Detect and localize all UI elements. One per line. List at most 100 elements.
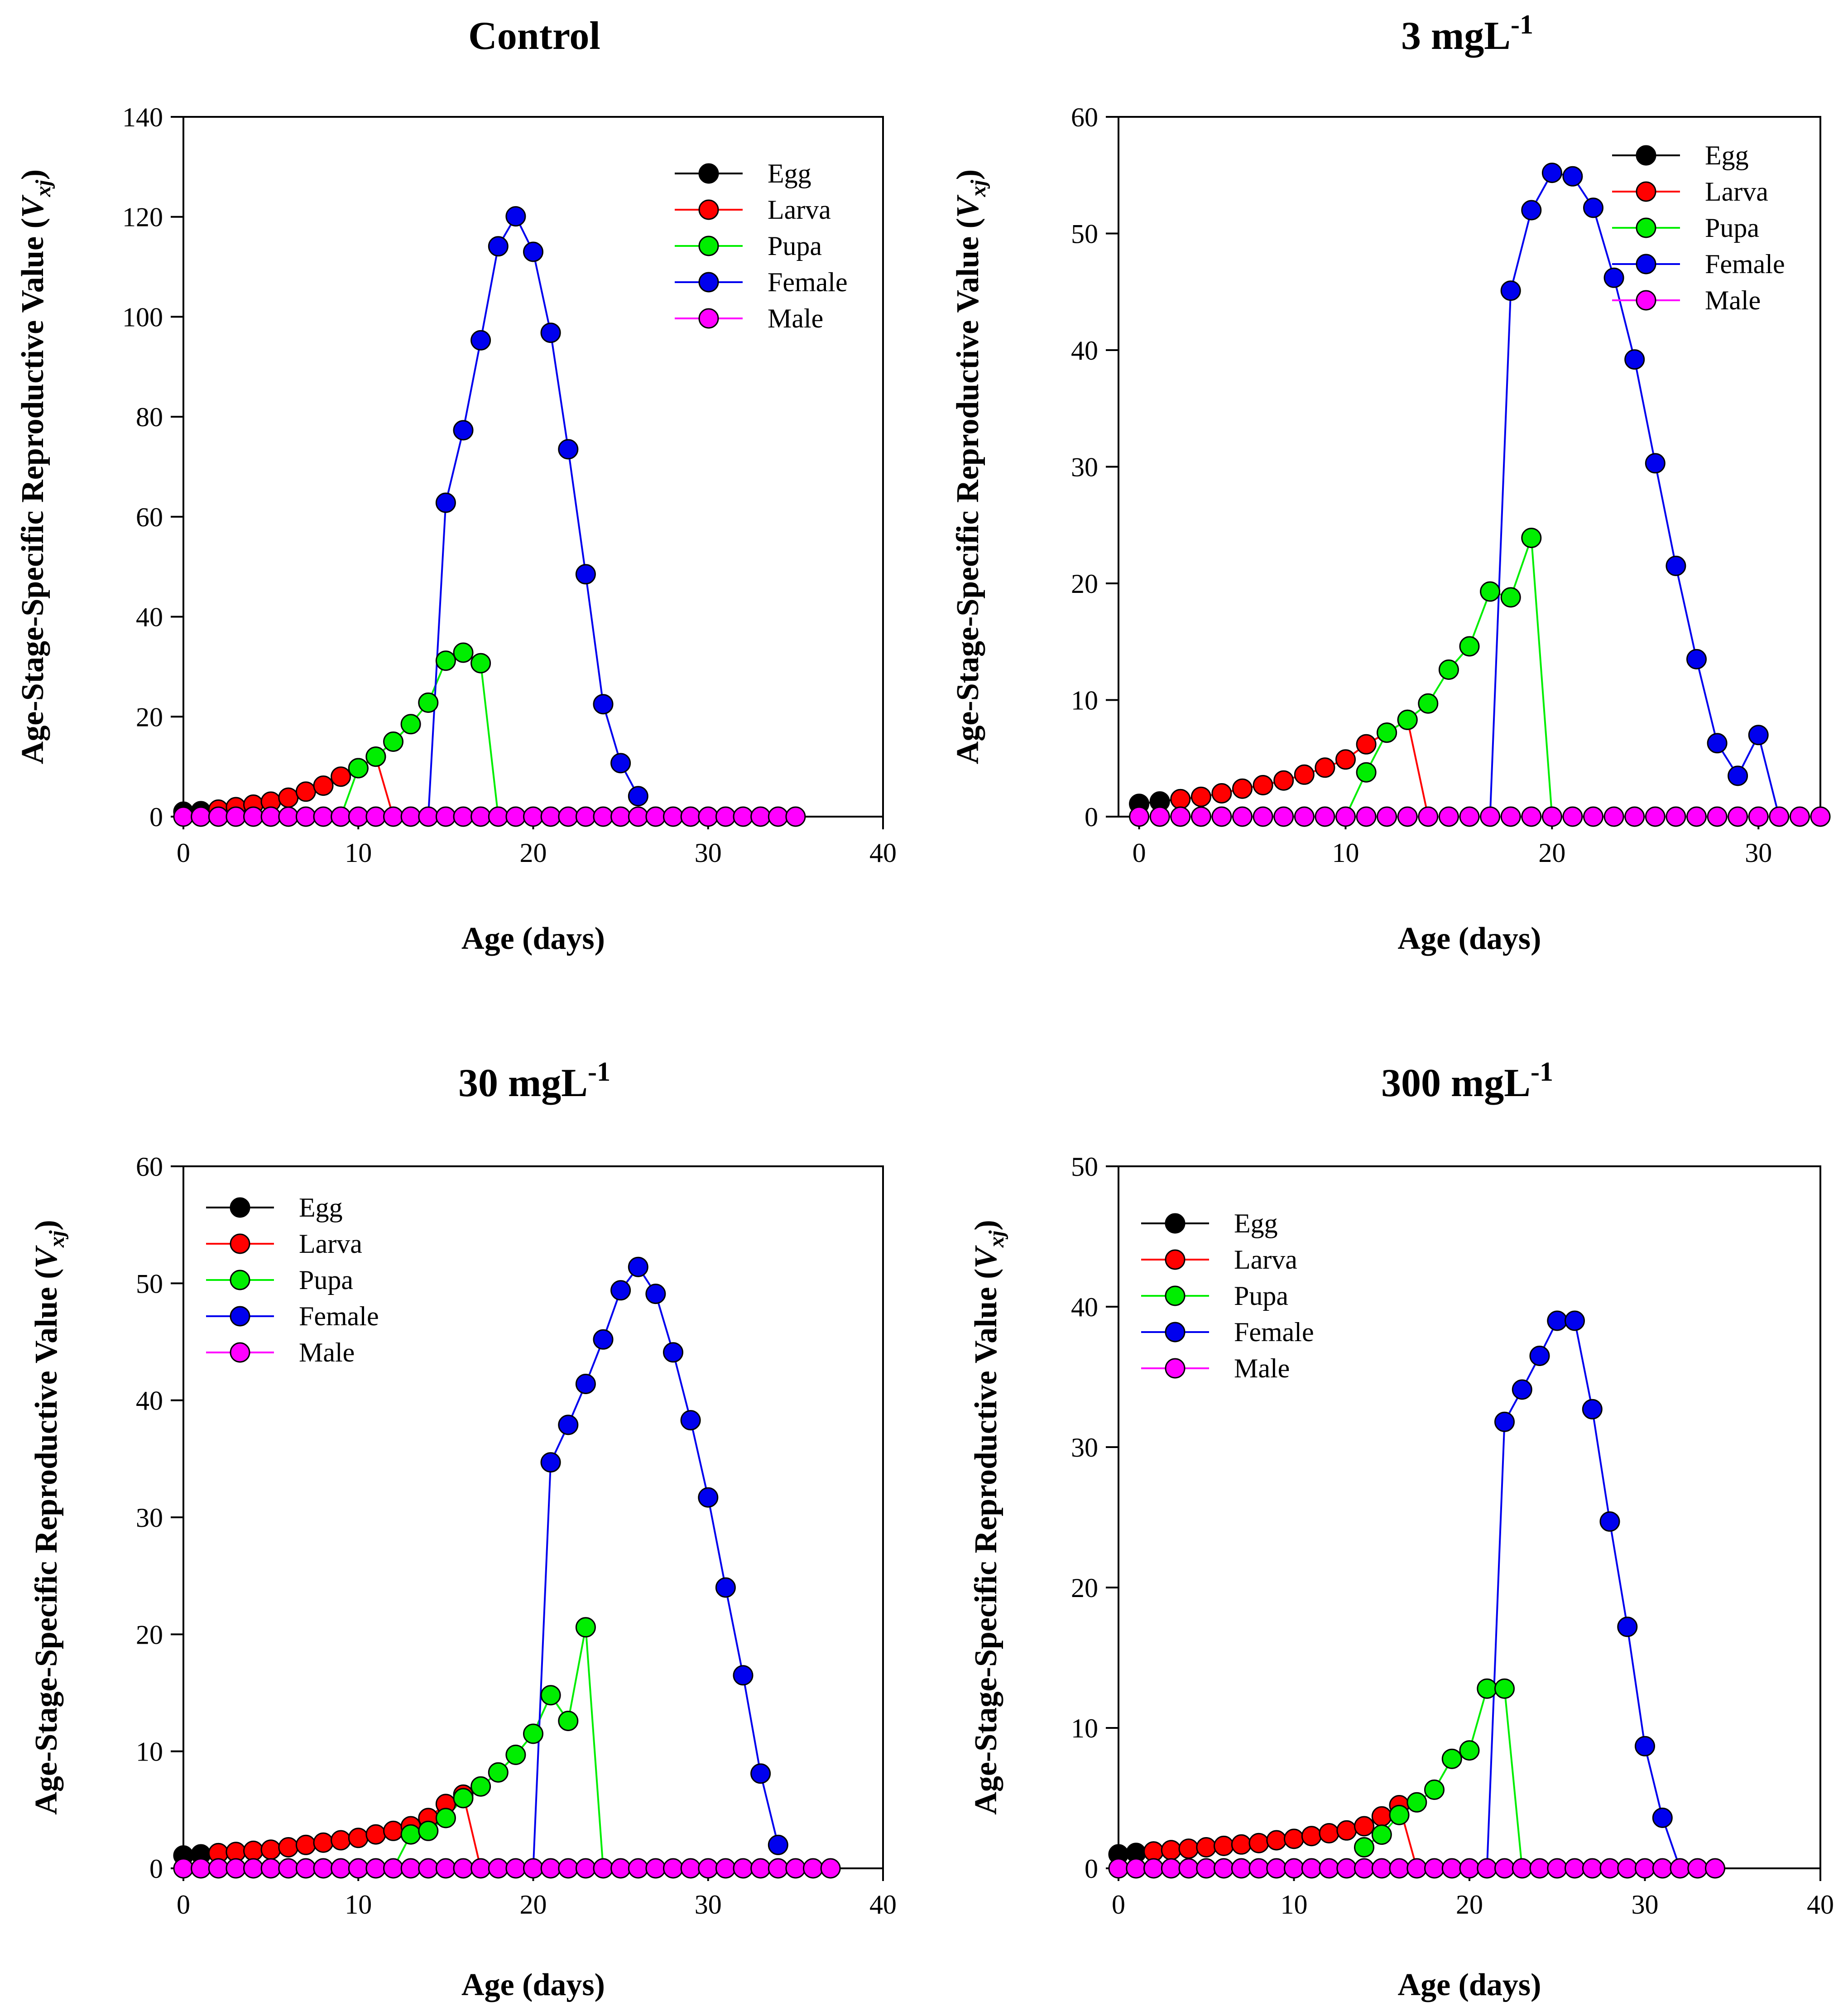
data-point-pupa <box>1356 762 1377 783</box>
data-point-pupa <box>575 1617 596 1638</box>
data-point-male <box>803 1858 823 1879</box>
data-point-female <box>750 1763 771 1784</box>
data-point-male <box>331 1858 351 1879</box>
data-point-larva <box>383 1820 403 1841</box>
data-point-male <box>1284 1858 1304 1879</box>
legend-marker-larva <box>698 199 719 220</box>
data-point-pupa <box>365 746 386 767</box>
y-tick-label: 10 <box>1071 1713 1098 1743</box>
series-line-pupa <box>340 651 499 817</box>
data-point-female <box>488 236 509 257</box>
y-tick-label: 20 <box>1071 569 1098 599</box>
panel-title: 30 mgL-1 <box>458 1057 610 1105</box>
data-point-male <box>1319 1858 1339 1879</box>
y-tick-label: 50 <box>1071 1152 1098 1182</box>
data-point-larva <box>1294 764 1315 785</box>
data-point-male <box>418 1858 439 1879</box>
data-point-female <box>523 241 543 262</box>
y-axis-label-subscript: xj <box>984 1230 1008 1248</box>
legend-label-male: Male <box>768 303 823 333</box>
data-point-larva <box>1336 1820 1357 1841</box>
y-tick-label: 40 <box>136 1386 163 1416</box>
y-tick-label: 0 <box>1085 802 1098 832</box>
data-point-male <box>1336 1858 1357 1879</box>
data-point-male <box>1354 1858 1374 1879</box>
data-point-larva <box>278 787 299 808</box>
data-point-female <box>698 1487 719 1508</box>
data-point-male <box>488 1858 509 1879</box>
data-point-larva <box>1335 749 1356 770</box>
y-tick-label: 60 <box>136 1152 163 1182</box>
data-point-larva <box>1161 1840 1181 1861</box>
data-point-male <box>331 806 351 827</box>
data-point-male <box>505 806 526 827</box>
data-point-larva <box>1354 1816 1374 1837</box>
data-point-male <box>470 1858 491 1879</box>
legend-label-pupa: Pupa <box>768 231 822 261</box>
data-point-pupa <box>435 1808 456 1828</box>
data-point-female <box>680 1410 701 1431</box>
data-point-male <box>1521 806 1542 827</box>
data-point-larva <box>313 1832 334 1853</box>
y-tick-label: 30 <box>136 1503 163 1533</box>
data-point-female <box>768 1834 788 1855</box>
legend-marker-larva <box>1636 181 1656 202</box>
data-point-larva <box>1178 1838 1199 1859</box>
legend-marker-pupa <box>698 236 719 256</box>
data-point-male <box>191 1858 211 1879</box>
data-point-pupa <box>558 1711 579 1731</box>
data-point-male <box>1728 806 1748 827</box>
data-point-male <box>1232 806 1253 827</box>
legend-label-female: Female <box>1705 249 1785 279</box>
data-point-male <box>1377 806 1397 827</box>
data-point-male <box>785 806 806 827</box>
y-axis-label-prefix: Age-Stage-Specific Reproductive Value ( <box>29 1269 64 1815</box>
data-point-male <box>1459 806 1480 827</box>
data-point-pupa <box>1397 709 1418 730</box>
data-point-male <box>278 1858 299 1879</box>
legend-label-egg: Egg <box>1705 140 1749 170</box>
legend-marker-female <box>1636 254 1656 274</box>
data-point-female <box>1541 163 1562 183</box>
data-point-male <box>1624 806 1645 827</box>
x-tick-label: 30 <box>1632 1890 1659 1920</box>
x-tick-label: 0 <box>177 1890 190 1920</box>
data-point-larva <box>1371 1806 1392 1827</box>
data-point-male <box>278 806 299 827</box>
data-point-female <box>575 564 596 585</box>
data-point-female <box>1635 1736 1655 1756</box>
data-point-pupa <box>1480 581 1501 602</box>
data-point-male <box>435 806 456 827</box>
data-point-male <box>365 1858 386 1879</box>
series-line-female <box>427 214 639 817</box>
legend-marker-egg <box>230 1197 250 1218</box>
data-point-male <box>173 1858 194 1879</box>
data-point-larva <box>331 766 351 787</box>
x-tick-label: 20 <box>520 1890 547 1920</box>
data-point-male <box>1441 1858 1462 1879</box>
data-point-male <box>348 1858 369 1879</box>
data-point-male <box>1603 806 1624 827</box>
data-point-female <box>470 330 491 351</box>
panel-title-superscript: -1 <box>1511 10 1533 39</box>
y-tick-label: 0 <box>149 1854 163 1884</box>
data-point-male <box>1196 1858 1217 1879</box>
data-point-male <box>1617 1858 1638 1879</box>
data-point-pupa <box>348 758 369 779</box>
data-point-larva <box>1315 757 1335 778</box>
data-point-male <box>1547 1858 1568 1879</box>
data-point-pupa <box>400 1824 421 1845</box>
data-point-larva <box>1253 775 1273 795</box>
data-point-male <box>628 806 648 827</box>
y-axis-label-subscript: xj <box>966 179 990 197</box>
data-point-female <box>733 1665 754 1686</box>
data-point-male <box>313 806 334 827</box>
data-point-male <box>750 1858 771 1879</box>
legend-marker-pupa <box>230 1270 250 1290</box>
y-axis-label-prefix: Age-Stage-Specific Reproductive Value ( <box>15 218 50 764</box>
data-point-male <box>750 806 771 827</box>
x-axis-label: Age (days) <box>461 1968 605 2002</box>
y-tick-label: 30 <box>1071 1433 1098 1463</box>
x-tick-label: 30 <box>1745 838 1772 868</box>
data-point-larva <box>1356 734 1377 755</box>
